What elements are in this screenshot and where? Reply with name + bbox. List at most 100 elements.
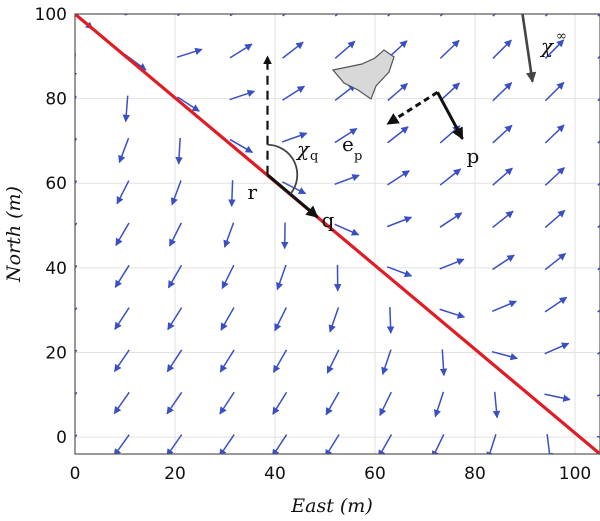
chi-q-arc <box>267 143 299 195</box>
field-arrow <box>492 167 513 186</box>
field-arrow <box>167 264 183 289</box>
field-arrow <box>228 180 236 207</box>
field-arrow <box>122 95 130 123</box>
field-arrow <box>492 39 512 59</box>
field-arrow <box>492 391 501 419</box>
path-line <box>75 14 600 454</box>
field-arrow <box>544 296 568 313</box>
field-arrow <box>326 349 340 374</box>
field-arrow <box>274 307 288 332</box>
field-arrow <box>115 222 130 247</box>
label-p: p <box>467 144 480 168</box>
field-arrow <box>439 308 466 319</box>
field-arrow <box>544 252 567 271</box>
p-arrow <box>436 91 464 140</box>
field-arrow <box>168 222 183 247</box>
field-arrow <box>114 264 130 288</box>
field-arrow <box>276 264 287 291</box>
x-tick-label: 20 <box>164 464 186 484</box>
field-arrow <box>386 307 395 334</box>
x-tick-label: 80 <box>464 464 486 484</box>
x-axis-label: East (m) <box>290 495 373 517</box>
field-arrow <box>113 349 130 373</box>
field-arrow <box>381 349 392 375</box>
field-arrow <box>229 138 254 154</box>
label-r: r <box>248 180 258 204</box>
field-arrow <box>439 39 460 59</box>
field-arrow <box>166 434 183 454</box>
field-arrow <box>492 210 514 228</box>
field-arrow <box>166 349 183 373</box>
label-chi-inf: χ <box>539 34 555 58</box>
field-arrow <box>272 391 288 415</box>
field-arrow <box>220 307 235 331</box>
e-p-arrow <box>386 91 439 126</box>
label-chi-inf-sup: ∞ <box>556 29 567 44</box>
field-arrow <box>223 222 235 248</box>
field-arrow <box>386 266 413 278</box>
field-arrow <box>544 124 565 144</box>
field-arrow <box>167 307 183 331</box>
field-arrow <box>492 82 513 102</box>
x-tick-label: 40 <box>264 464 286 484</box>
x-tick-label: 0 <box>70 464 81 484</box>
field-arrow <box>491 300 517 312</box>
y-tick-label: 100 <box>35 5 67 25</box>
field-arrow <box>439 212 463 228</box>
field-arrow <box>282 41 304 59</box>
y-tick-label: 40 <box>45 259 67 279</box>
field-arrow <box>386 216 413 228</box>
field-arrow <box>439 349 448 377</box>
field-arrow <box>118 137 130 164</box>
field-arrow <box>545 434 554 454</box>
field-arrow <box>334 127 358 144</box>
field-arrow <box>492 124 513 144</box>
field-arrow <box>334 40 356 59</box>
field-arrow <box>328 307 340 333</box>
field-arrow <box>387 126 409 144</box>
label-e-p-sub: p <box>354 149 362 164</box>
y-axis-label: North (m) <box>3 186 25 283</box>
field-arrow <box>113 434 130 454</box>
y-tick-label: 0 <box>56 428 67 448</box>
field-arrow <box>439 258 465 270</box>
field-arrow <box>219 434 235 454</box>
field-arrow <box>176 47 203 58</box>
axes: 0 20 40 60 80 100 0 20 40 60 80 100 <box>35 5 592 484</box>
field-arrow <box>387 170 410 186</box>
label-e-p: e <box>342 132 354 156</box>
field-arrow <box>378 434 393 454</box>
field-arrow <box>379 391 392 417</box>
label-q: q <box>322 208 335 232</box>
x-tick-label: 100 <box>559 464 591 484</box>
field-arrow <box>544 342 570 355</box>
field-arrow <box>116 180 130 205</box>
plot-frame <box>74 13 600 455</box>
field-arrow <box>219 349 235 373</box>
field-arrow <box>544 81 565 102</box>
field-arrow <box>175 137 183 165</box>
field-arrow <box>114 307 130 330</box>
field-arrow <box>282 85 306 101</box>
y-tick-label: 60 <box>45 174 67 194</box>
field-arrow <box>491 350 518 361</box>
field-arrow <box>439 82 460 102</box>
field-arrow <box>439 168 462 186</box>
field-arrow <box>387 83 408 102</box>
y-tick-label: 20 <box>45 343 67 363</box>
field-arrow <box>271 434 288 454</box>
field-arrow <box>221 264 235 290</box>
field-arrow <box>229 89 256 101</box>
field-arrow <box>219 391 235 415</box>
field-arrow <box>229 43 253 59</box>
field-arrow <box>544 39 565 59</box>
field-arrow <box>492 254 515 271</box>
field-arrow <box>324 434 340 454</box>
field-arrow <box>433 391 445 418</box>
field-arrow <box>177 96 200 112</box>
field-arrow <box>334 174 360 185</box>
y-tick-label: 80 <box>45 90 67 110</box>
field-arrow <box>325 391 340 416</box>
